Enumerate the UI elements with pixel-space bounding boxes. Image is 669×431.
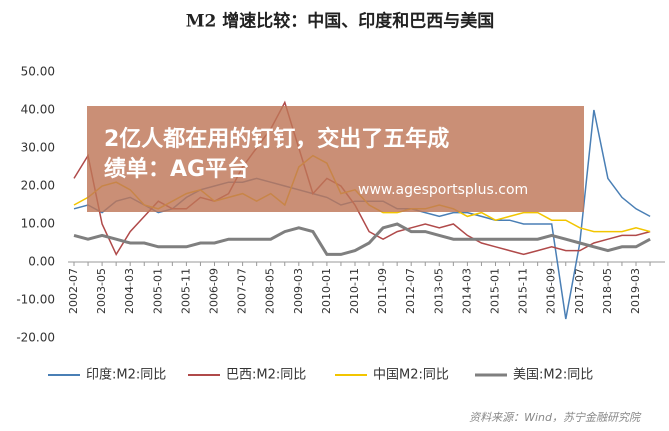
y-tick-label: 50.00 (21, 65, 55, 79)
y-tick-label: -10.00 (16, 293, 55, 307)
legend-label: 印度:M2:同比 (86, 367, 166, 383)
x-tick-label: 2012-07 (404, 268, 417, 314)
y-tick-label: 40.00 (21, 103, 55, 117)
y-tick-label: 10.00 (21, 217, 55, 231)
chart-title: M2 增速比较：中国、印度和巴西与美国 (186, 11, 495, 32)
x-tick-label: 2005-11 (179, 268, 192, 314)
overlay-url: www.agesportsplus.com (358, 182, 528, 198)
x-tick-label: 2009-03 (292, 268, 305, 314)
overlay-headline: 2亿人都在用的钉钉，交出了五年成 (104, 126, 449, 152)
x-tick-label: 2013-05 (432, 268, 445, 314)
overlay-headline: 绩单：AG平台 (104, 156, 249, 182)
x-tick-label: 2003-05 (95, 268, 108, 314)
y-tick-label: 20.00 (21, 179, 55, 193)
x-tick-label: 2014-03 (460, 268, 473, 314)
x-tick-label: 2002-07 (67, 268, 80, 314)
y-tick-label: 0.00 (28, 255, 55, 269)
y-tick-label: 30.00 (21, 141, 55, 155)
x-tick-label: 2017-07 (573, 268, 586, 314)
series-line (73, 222, 651, 256)
x-tick-label: 2010-01 (320, 268, 333, 314)
legend-label: 美国:M2:同比 (513, 368, 593, 383)
x-tick-label: 2007-07 (236, 268, 249, 314)
plot: -20.00 -10.00 0.00 10.00 20.00 30.00 40.00 50.0… (16, 65, 665, 345)
overlay-banner (87, 106, 584, 212)
x-tick-label: 2015-11 (517, 268, 530, 314)
legend-label: 巴西:M2:同比 (226, 368, 306, 383)
x-tick-label: 2015-01 (489, 268, 502, 314)
x-tick-label: 2019-03 (629, 268, 642, 314)
x-tick-label: 2008-05 (264, 268, 277, 314)
x-tick-label: 2004-03 (123, 268, 136, 314)
legend-label: 中国M2:同比 (373, 368, 449, 383)
x-tick-label: 2016-09 (545, 268, 558, 314)
x-tick-label: 2005-01 (151, 268, 164, 314)
x-tick-label: 2010-11 (348, 268, 361, 314)
x-tick-label: 2006-09 (208, 268, 221, 314)
x-tick-label: 2018-05 (601, 268, 614, 314)
x-tick-label: 2011-09 (376, 268, 389, 314)
y-tick-label: -20.00 (16, 331, 55, 345)
source-note: 资料来源：Wind，苏宁金融研究院 (469, 411, 642, 424)
